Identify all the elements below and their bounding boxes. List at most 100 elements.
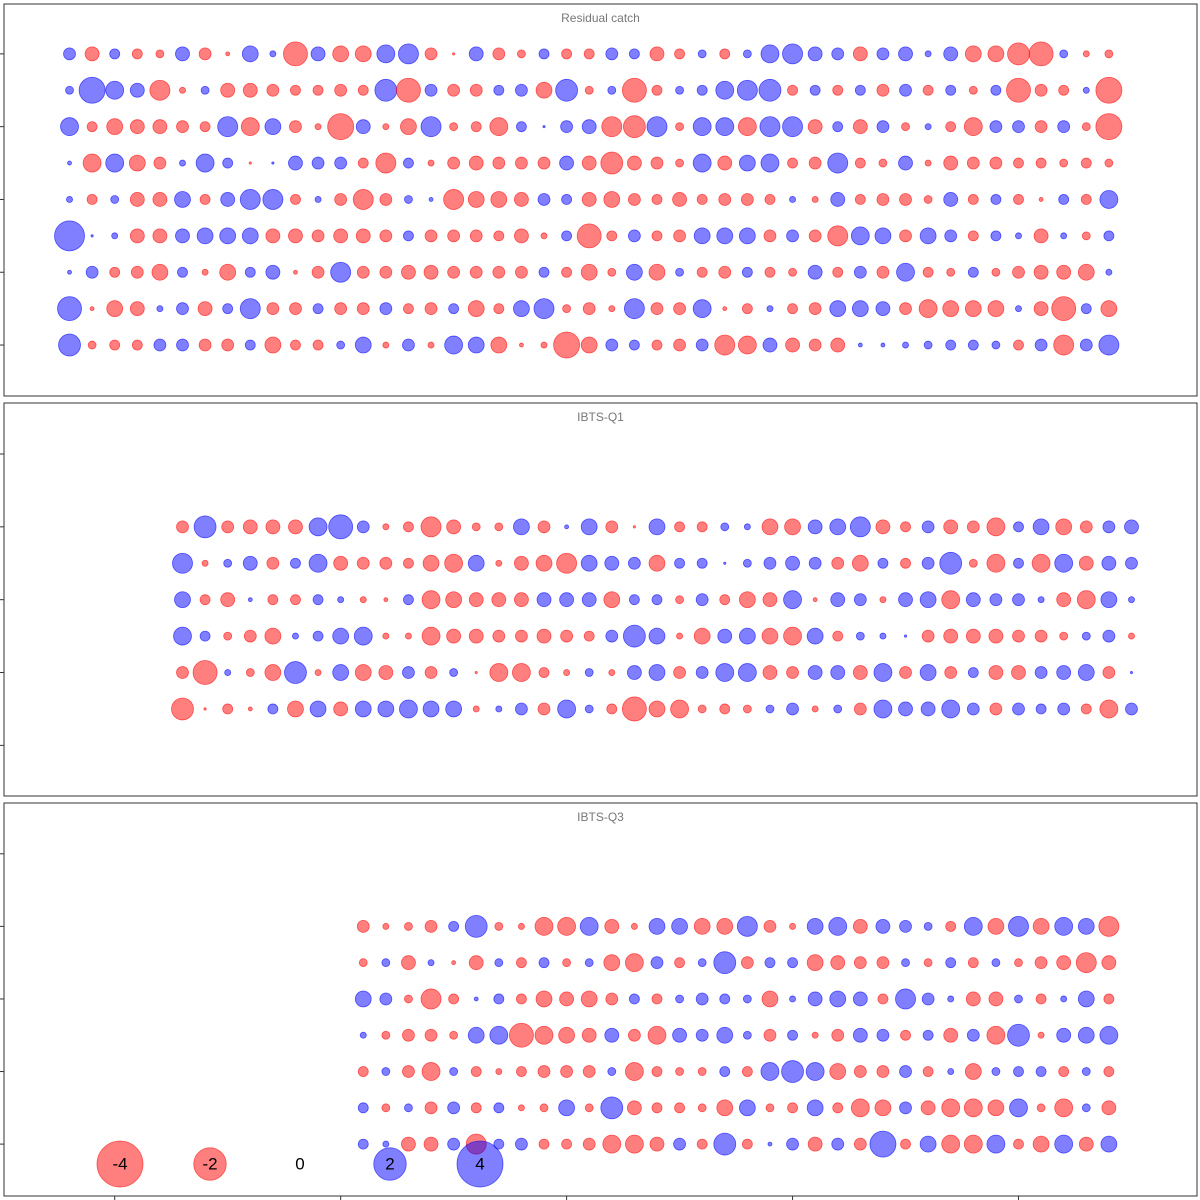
bubble xyxy=(899,1101,912,1115)
bubble xyxy=(719,594,731,606)
bubble xyxy=(106,300,124,318)
bubble xyxy=(807,665,823,680)
bubble xyxy=(783,590,802,610)
bubble xyxy=(217,116,239,138)
bubble xyxy=(900,1029,911,1041)
bubble xyxy=(283,41,308,67)
bubble xyxy=(220,592,236,608)
bubble xyxy=(533,298,555,320)
bubble xyxy=(555,78,578,102)
bubble xyxy=(1095,76,1123,104)
bubble xyxy=(467,300,485,318)
bubble xyxy=(422,700,440,718)
bubble xyxy=(601,116,623,138)
bubble xyxy=(899,920,912,933)
bubble xyxy=(648,554,666,572)
bubble xyxy=(84,46,100,62)
bubble xyxy=(830,192,846,207)
bubble xyxy=(356,302,370,316)
bubble xyxy=(899,302,912,316)
bubble xyxy=(1080,194,1092,205)
bubble xyxy=(197,301,213,317)
bubble xyxy=(109,48,121,60)
bubble xyxy=(354,45,372,63)
bubble xyxy=(943,1027,959,1043)
bubble xyxy=(579,916,599,936)
bubble xyxy=(1101,555,1117,571)
bubble xyxy=(1014,958,1023,968)
bubble xyxy=(742,49,752,59)
bubble xyxy=(852,46,868,62)
bubble xyxy=(1028,41,1054,67)
bubble xyxy=(424,1101,438,1115)
bubble xyxy=(922,1029,934,1041)
bubble xyxy=(447,265,461,279)
bubble xyxy=(333,555,349,571)
bubble xyxy=(269,50,277,58)
bubble xyxy=(379,992,393,1006)
bubble xyxy=(876,1028,890,1042)
bubble xyxy=(1012,702,1025,716)
bubble xyxy=(697,49,707,59)
bubble xyxy=(464,915,488,938)
bubble xyxy=(989,593,1003,607)
bubble xyxy=(449,1030,459,1040)
bubble xyxy=(1081,631,1091,641)
bubble xyxy=(1007,42,1030,66)
bubble xyxy=(131,48,143,60)
bubble xyxy=(608,669,616,676)
bubble xyxy=(945,121,957,133)
bubble xyxy=(606,230,618,242)
bubble xyxy=(358,958,368,968)
bubble xyxy=(379,229,393,243)
bubble xyxy=(851,554,869,572)
bubble xyxy=(353,626,373,646)
bubble xyxy=(967,230,979,242)
bubble xyxy=(1060,995,1068,1003)
bubble xyxy=(1081,122,1091,132)
bubble xyxy=(849,516,871,538)
bubble xyxy=(314,196,322,203)
bubble xyxy=(172,552,193,574)
bubble xyxy=(1034,83,1048,97)
bubble xyxy=(333,701,349,717)
bubble xyxy=(788,267,797,277)
bubble xyxy=(378,665,394,680)
bubble xyxy=(377,700,395,718)
bubble xyxy=(875,519,891,535)
bubble xyxy=(173,626,192,646)
bubble xyxy=(805,1062,825,1081)
bubble xyxy=(649,46,665,62)
bubble xyxy=(695,1028,709,1042)
bubble xyxy=(471,522,481,532)
bubble xyxy=(449,668,459,677)
bubble xyxy=(489,1025,509,1045)
bubble xyxy=(1102,520,1116,534)
bubble xyxy=(857,342,863,348)
bubble xyxy=(807,119,823,135)
bubble xyxy=(989,120,1003,134)
bubble xyxy=(1035,1066,1047,1077)
legend-label: 2 xyxy=(385,1154,394,1173)
bubble xyxy=(738,627,756,645)
bubble xyxy=(222,303,234,315)
bubble xyxy=(580,263,598,281)
bubble xyxy=(582,302,596,316)
bubble xyxy=(945,920,957,932)
bubble xyxy=(673,1137,686,1151)
bubble xyxy=(697,704,707,714)
bubble xyxy=(1013,339,1024,351)
bubble xyxy=(560,629,573,643)
bubble xyxy=(245,668,255,677)
bubble xyxy=(990,230,1002,242)
bubble xyxy=(423,264,439,280)
bubble xyxy=(717,155,733,171)
bubble xyxy=(468,628,484,644)
bubble xyxy=(336,340,346,350)
bubble xyxy=(783,626,802,646)
bubble xyxy=(827,152,849,174)
bubble xyxy=(628,229,641,243)
bubble xyxy=(448,303,460,315)
bubble xyxy=(628,48,640,60)
panel-title: IBTS-Q1 xyxy=(577,410,624,424)
